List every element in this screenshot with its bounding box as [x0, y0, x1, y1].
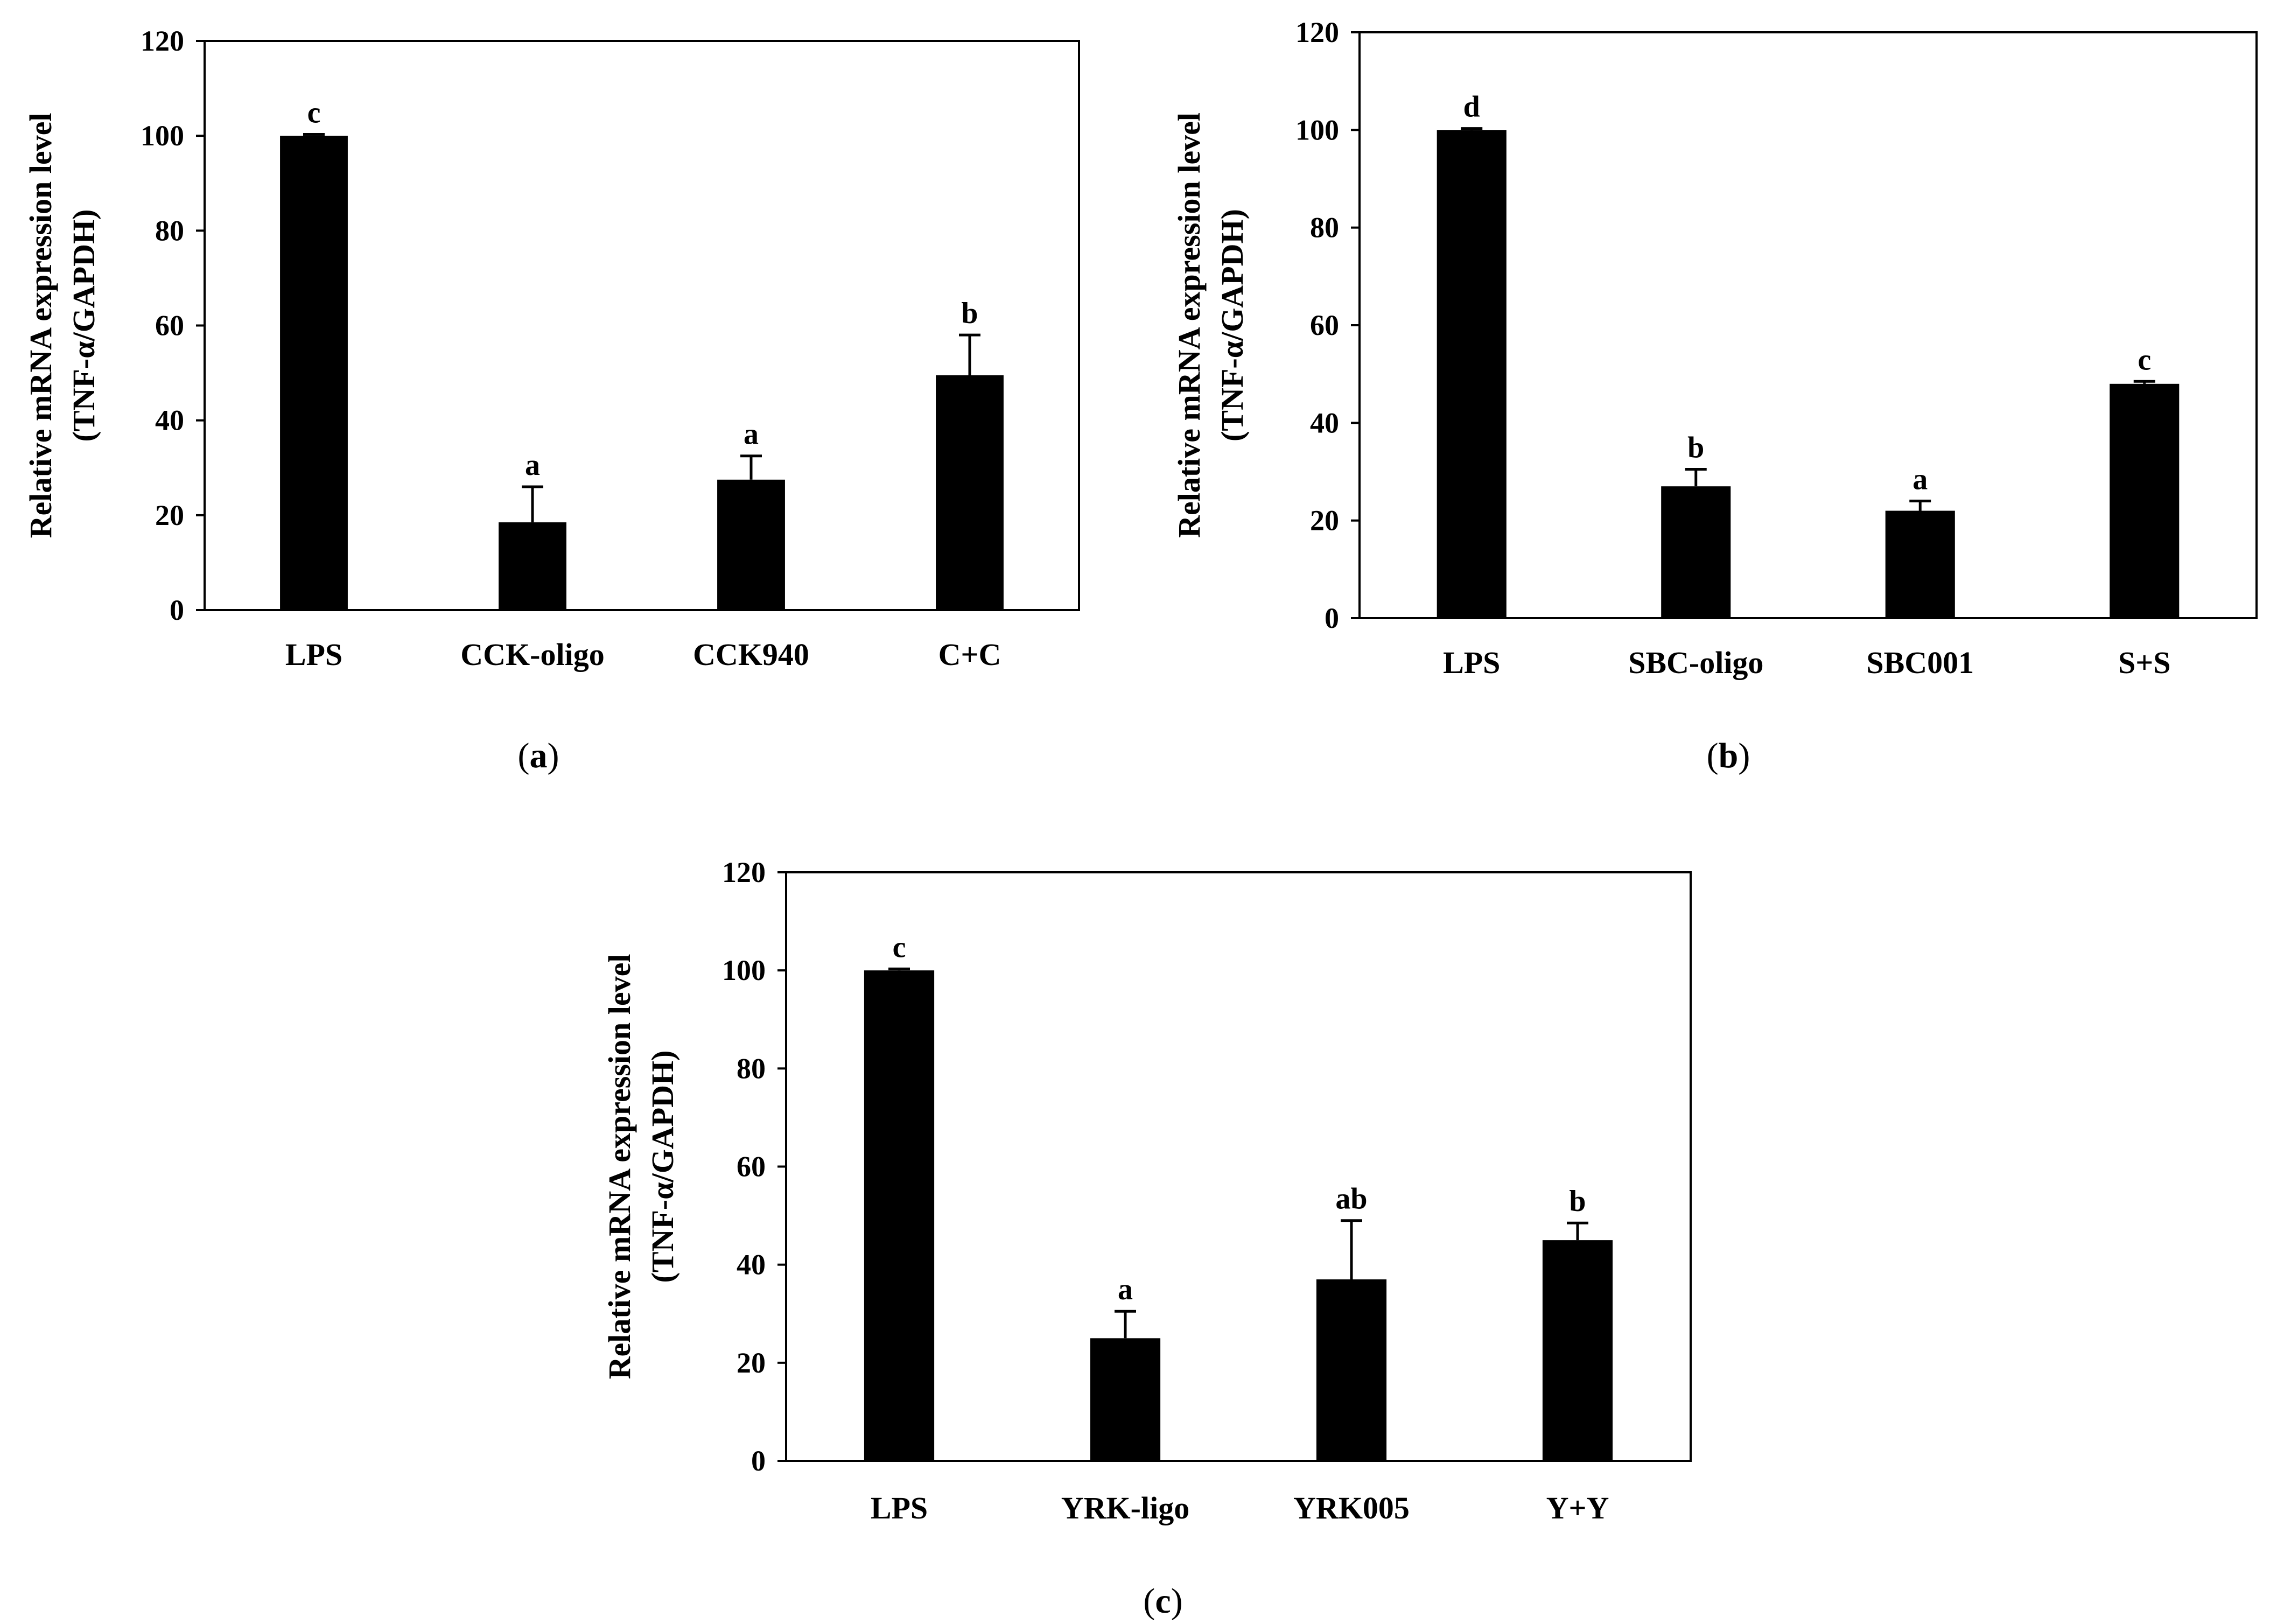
- y-tick-label: 0: [1325, 602, 1339, 634]
- bar: [2110, 383, 2180, 618]
- panel-label-open: (: [1143, 1581, 1155, 1621]
- y-tick-label: 120: [1295, 16, 1339, 48]
- x-tick-label: CCK-oligo: [460, 637, 604, 672]
- significance-label: c: [893, 930, 906, 964]
- y-tick-label: 0: [751, 1445, 766, 1477]
- panel-label-letter: b: [1719, 736, 1739, 775]
- panels: 0 20 40 60 80 100 120 Relative mRNA expression …: [23, 16, 2258, 1621]
- x-tick-label: SBC-oligo: [1628, 645, 1763, 680]
- y-tick-label: 100: [722, 954, 766, 986]
- y-axis-label-line2: (TNF-α/GAPDH): [1215, 209, 1250, 442]
- y-tick-label: 40: [155, 404, 184, 437]
- y-tick-label: 100: [141, 120, 184, 152]
- x-tick-label: C+C: [938, 637, 1001, 672]
- significance-label: ab: [1335, 1182, 1367, 1216]
- bar: [280, 136, 348, 610]
- y-tick-label: 60: [155, 310, 184, 342]
- bar: [499, 522, 566, 610]
- x-tick-label: LPS: [871, 1490, 928, 1525]
- x-tick-label: LPS: [285, 637, 342, 672]
- y-axis-label-line1: Relative mRNA expression level: [602, 954, 637, 1380]
- bar: [1542, 1240, 1613, 1461]
- panel-label-letter: a: [530, 736, 548, 775]
- x-tick-label: LPS: [1443, 645, 1500, 680]
- panel-label-close: ): [548, 736, 559, 775]
- x-tick-label: YRK-ligo: [1061, 1490, 1189, 1525]
- x-tick-label: YRK005: [1293, 1490, 1410, 1525]
- x-tick-label: Y+Y: [1546, 1490, 1609, 1525]
- bar: [936, 375, 1004, 610]
- y-axis-label-line1: Relative mRNA expression level: [23, 113, 58, 538]
- bar: [1090, 1338, 1161, 1461]
- significance-label: a: [525, 449, 540, 482]
- y-tick-label: 120: [722, 856, 766, 888]
- panel-label-open: (: [518, 736, 530, 775]
- y-axis-label-line1: Relative mRNA expression level: [1172, 113, 1207, 538]
- y-tick-label: 40: [1310, 407, 1339, 439]
- y-tick-label: 120: [141, 25, 184, 57]
- significance-label: c: [307, 96, 321, 130]
- panel-label-close: ): [1738, 736, 1750, 775]
- panel-label: (b): [1707, 736, 1750, 775]
- x-tick-label: CCK940: [693, 637, 809, 672]
- panel-label-letter: c: [1155, 1581, 1171, 1621]
- significance-label: c: [2138, 343, 2151, 376]
- bar: [1885, 510, 1955, 618]
- panel-label: (a): [518, 736, 559, 775]
- y-tick-label: 100: [1295, 114, 1339, 146]
- y-tick-label: 60: [1310, 309, 1339, 341]
- bar: [1661, 486, 1731, 618]
- x-tick-label: SBC001: [1866, 645, 1974, 680]
- y-tick-label: 80: [737, 1052, 766, 1084]
- panel-label-close: ): [1171, 1581, 1183, 1621]
- y-tick-label: 20: [1310, 505, 1339, 537]
- y-tick-label: 40: [737, 1249, 766, 1281]
- bar: [1437, 130, 1507, 619]
- y-tick-label: 20: [737, 1347, 766, 1379]
- bar: [1316, 1279, 1387, 1461]
- significance-label: b: [961, 297, 978, 330]
- significance-label: a: [1118, 1273, 1133, 1306]
- significance-label: b: [1569, 1185, 1586, 1218]
- y-tick-label: 80: [155, 214, 184, 247]
- y-tick-label: 60: [737, 1151, 766, 1183]
- significance-label: a: [1912, 463, 1928, 496]
- bar: [864, 970, 935, 1461]
- significance-label: a: [744, 418, 759, 451]
- y-tick-label: 20: [155, 499, 184, 531]
- panel-label-open: (: [1707, 736, 1719, 775]
- chart-panel-a: 0 20 40 60 80 100 120 Relative mRNA expression …: [23, 25, 1080, 775]
- x-tick-label: S+S: [2118, 645, 2171, 680]
- y-axis-label-line2: (TNF-α/GAPDH): [66, 209, 101, 442]
- significance-label: d: [1463, 90, 1480, 124]
- significance-label: b: [1687, 431, 1704, 464]
- bar: [717, 479, 785, 610]
- y-axis-label-line2: (TNF-α/GAPDH): [645, 1051, 680, 1283]
- chart-panel-b: 0 20 40 60 80 100 120 Relative mRNA expression …: [1172, 16, 2258, 775]
- panel-label: (c): [1143, 1581, 1182, 1621]
- y-tick-label: 80: [1310, 212, 1339, 244]
- y-tick-label: 0: [170, 594, 184, 626]
- chart-panel-c: 0 20 40 60 80 100 120 Relative mRNA expression …: [602, 856, 1692, 1621]
